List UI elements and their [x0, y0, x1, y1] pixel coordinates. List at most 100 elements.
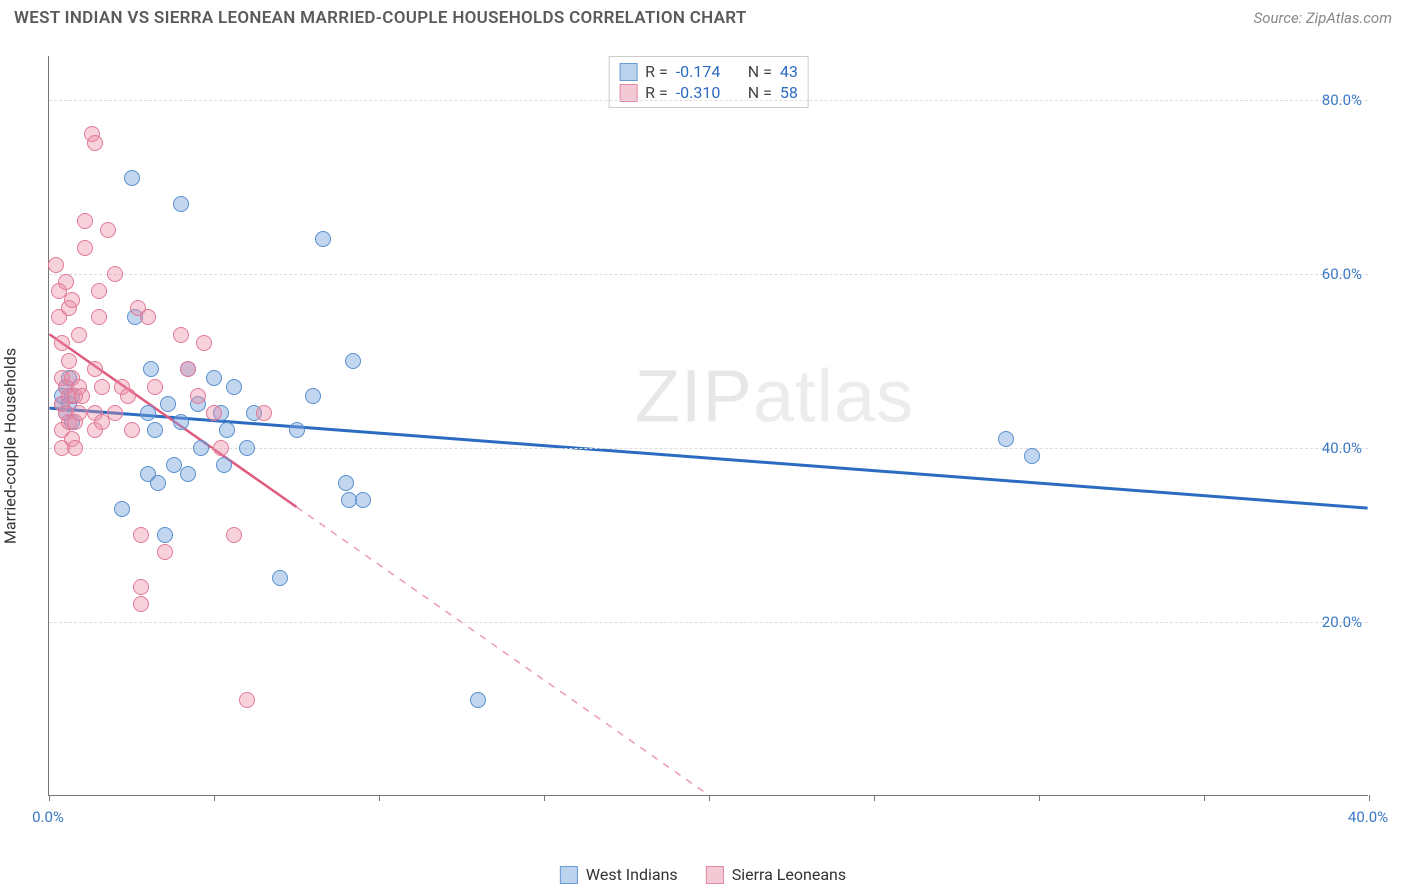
data-point: [206, 370, 222, 386]
stat-r-value: -0.174: [676, 62, 736, 81]
data-point: [120, 388, 136, 404]
data-point: [256, 405, 272, 421]
data-point: [216, 457, 232, 473]
gridline: [49, 100, 1368, 101]
y-tick-label: 80.0%: [1322, 91, 1362, 109]
data-point: [147, 422, 163, 438]
data-point: [124, 170, 140, 186]
data-point: [180, 361, 196, 377]
data-point: [91, 283, 107, 299]
data-point: [140, 405, 156, 421]
data-point: [140, 309, 156, 325]
data-point: [338, 475, 354, 491]
data-point: [133, 596, 149, 612]
legend-swatch: [619, 63, 637, 81]
data-point: [226, 527, 242, 543]
data-point: [143, 361, 159, 377]
data-point: [190, 388, 206, 404]
data-point: [74, 388, 90, 404]
data-point: [239, 692, 255, 708]
data-point: [219, 422, 235, 438]
data-point: [71, 405, 87, 421]
watermark-rest: atlas: [753, 354, 914, 437]
data-point: [213, 440, 229, 456]
chart-plot-area: ZIPatlas R =-0.174 N =43R =-0.310 N =58 …: [48, 56, 1368, 796]
x-tick-mark: [379, 795, 380, 801]
x-tick-mark: [1204, 795, 1205, 801]
data-point: [71, 327, 87, 343]
legend-swatch: [706, 866, 724, 884]
x-tick-mark: [1039, 795, 1040, 801]
legend-swatch: [560, 866, 578, 884]
data-point: [289, 422, 305, 438]
data-point: [1024, 448, 1040, 464]
data-point: [157, 544, 173, 560]
data-point: [305, 388, 321, 404]
legend-item: West Indians: [560, 865, 678, 884]
data-point: [272, 570, 288, 586]
stat-n-label: N =: [744, 62, 772, 81]
data-point: [114, 501, 130, 517]
x-tick-mark: [49, 795, 50, 801]
data-point: [226, 379, 242, 395]
stat-r-label: R =: [645, 62, 668, 81]
gridline: [49, 622, 1368, 623]
stats-row: R = -0.174 N = 43: [619, 61, 798, 82]
data-point: [150, 475, 166, 491]
data-point: [173, 327, 189, 343]
x-tick-mark: [874, 795, 875, 801]
legend-label: Sierra Leoneans: [732, 865, 846, 884]
legend-label: West Indians: [586, 865, 678, 884]
data-point: [998, 431, 1014, 447]
data-point: [48, 257, 64, 273]
data-point: [61, 353, 77, 369]
watermark-bold: ZIP: [635, 354, 753, 437]
data-point: [87, 361, 103, 377]
y-tick-label: 20.0%: [1322, 613, 1362, 631]
data-point: [91, 309, 107, 325]
data-point: [196, 335, 212, 351]
data-point: [133, 527, 149, 543]
legend-item: Sierra Leoneans: [706, 865, 846, 884]
data-point: [315, 231, 331, 247]
data-point: [58, 274, 74, 290]
data-point: [107, 405, 123, 421]
data-point: [345, 353, 361, 369]
data-point: [206, 405, 222, 421]
data-point: [77, 213, 93, 229]
chart-title: WEST INDIAN VS SIERRA LEONEAN MARRIED-CO…: [14, 8, 747, 28]
data-point: [124, 422, 140, 438]
data-point: [173, 196, 189, 212]
y-axis-label: Married-couple Households: [1, 348, 20, 544]
data-point: [470, 692, 486, 708]
data-point: [180, 466, 196, 482]
data-point: [87, 135, 103, 151]
data-point: [193, 440, 209, 456]
data-point: [107, 266, 123, 282]
data-point: [67, 440, 83, 456]
gridline: [49, 274, 1368, 275]
stat-n-value: 43: [780, 62, 798, 81]
data-point: [157, 527, 173, 543]
x-tick-label: 0.0%: [32, 808, 64, 826]
data-point: [239, 440, 255, 456]
data-point: [160, 396, 176, 412]
data-point: [355, 492, 371, 508]
bottom-legend: West Indians Sierra Leoneans: [560, 865, 846, 884]
data-point: [64, 292, 80, 308]
data-point: [94, 379, 110, 395]
x-tick-mark: [709, 795, 710, 801]
data-point: [100, 222, 116, 238]
source-label: Source: ZipAtlas.com: [1254, 9, 1392, 27]
data-point: [147, 379, 163, 395]
data-point: [77, 240, 93, 256]
y-tick-label: 40.0%: [1322, 439, 1362, 457]
watermark: ZIPatlas: [635, 353, 914, 438]
x-tick-mark: [1369, 795, 1370, 801]
data-point: [54, 335, 70, 351]
x-tick-label: 40.0%: [1348, 808, 1388, 826]
data-point: [173, 414, 189, 430]
data-point: [133, 579, 149, 595]
x-tick-mark: [544, 795, 545, 801]
x-tick-mark: [214, 795, 215, 801]
